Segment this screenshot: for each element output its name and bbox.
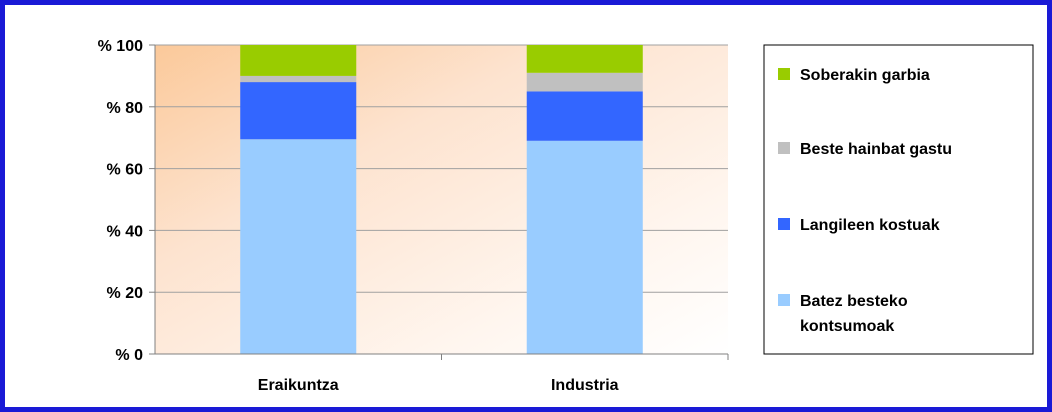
y-tick-label: % 40 (107, 223, 144, 240)
y-tick-label: % 20 (107, 285, 144, 302)
y-tick-label: % 100 (98, 38, 143, 55)
legend-label: Beste hainbat gastu (800, 141, 952, 158)
bar-segment (240, 82, 357, 140)
legend: Soberakin garbia Beste hainbat gastu Langi… (763, 44, 1034, 355)
y-tick-label: % 60 (107, 162, 144, 179)
bar-segment (526, 45, 643, 73)
legend-box (763, 44, 1034, 355)
legend-swatch (778, 142, 790, 154)
legend-swatch (778, 68, 790, 80)
y-tick-label: % 0 (115, 347, 143, 364)
legend-swatch (778, 294, 790, 306)
legend-label: kontsumoak (800, 318, 894, 335)
bar-segment (240, 139, 357, 354)
axes: % 0 % 20 % 40 % 60 % 80 % 100 Eraikuntza Indust… (98, 38, 729, 394)
bar-segment (240, 45, 357, 76)
bars (240, 45, 643, 354)
x-category-label: Eraikuntza (258, 377, 339, 394)
legend-label: Batez besteko (800, 293, 908, 310)
bar-segment (526, 140, 643, 354)
bar-segment (240, 75, 357, 83)
y-tick-label: % 80 (107, 100, 144, 117)
legend-label: Soberakin garbia (800, 67, 930, 84)
bar-segment (526, 72, 643, 92)
legend-swatch (778, 218, 790, 230)
legend-label: Langileen kostuak (800, 217, 940, 234)
bar-segment (526, 91, 643, 141)
x-category-label: Industria (551, 377, 619, 394)
